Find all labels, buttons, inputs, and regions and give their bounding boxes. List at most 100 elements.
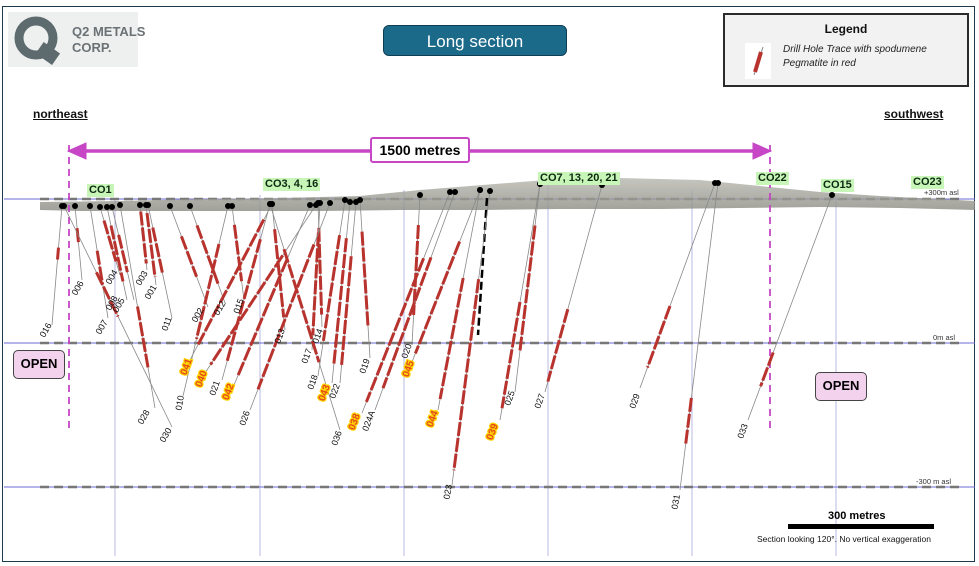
pegmatite-interval-040 <box>209 254 284 366</box>
collar-marker-036 <box>267 201 273 207</box>
hole-label-003: 003 <box>134 269 150 287</box>
drill-hole-trace-012 <box>189 205 226 304</box>
hole-label-011: 011 <box>160 315 174 332</box>
drill-holes <box>51 180 835 491</box>
company-logo: Q2 METALS CORP. <box>8 12 145 67</box>
pegmatite-interval-004 <box>102 220 118 262</box>
hole-label-042: 042 <box>221 382 237 402</box>
pegmatite-interval-027 <box>546 308 570 383</box>
hole-label-001: 001 <box>143 283 159 301</box>
collar-marker-020 <box>417 192 423 198</box>
drill-hole-trace-016 <box>51 205 63 326</box>
direction-northeast: northeast <box>33 107 88 121</box>
hole-label-023: 023 <box>442 484 454 501</box>
collar-marker-004 <box>97 204 103 210</box>
pegmatite-interval-025 <box>518 225 537 351</box>
hole-label-016: 016 <box>38 321 54 339</box>
collar-marker-012 <box>187 203 193 209</box>
pegmatite-interval-038 <box>365 257 425 403</box>
collar-marker-024A <box>452 189 458 195</box>
pegmatite-interval-045 <box>414 241 461 354</box>
pegmatite-interval-010 <box>195 243 221 340</box>
hole-label-026: 026 <box>237 409 252 427</box>
collar-marker-022 <box>353 199 359 205</box>
pegmatite-interval-039 <box>500 301 522 409</box>
pegmatite-interval-028 <box>136 306 150 368</box>
claim-label-co1: CO1 <box>87 184 114 197</box>
claim-label-co7: CO7, 13, 20, 21 <box>538 172 620 185</box>
hole-label-015: 015 <box>231 297 246 315</box>
hole-label-010: 010 <box>174 395 186 412</box>
legend-box: Legend Drill Hole Trace with spodumene P… <box>723 13 969 87</box>
scale-label: 300 metres <box>828 510 886 522</box>
elevation-label-minus300: -300 m asl <box>916 477 952 486</box>
claim-label-co3: CO3, 4, 16 <box>263 178 321 191</box>
hole-label-027: 027 <box>532 392 547 410</box>
pegmatite-interval-005 <box>109 225 125 282</box>
pegmatite-interval-022 <box>340 256 353 366</box>
pegmatite-interval-023 <box>452 279 481 471</box>
collar-marker-038 <box>447 189 453 195</box>
pegmatite-interval-021 <box>225 238 262 363</box>
legend-title: Legend <box>824 22 868 36</box>
collar-marker-008 <box>109 204 115 210</box>
hole-label-017: 017 <box>299 347 314 365</box>
claim-label-co22: CO22 <box>756 172 789 185</box>
pegmatite-interval-015 <box>232 224 244 282</box>
pegmatite-interval-008 <box>117 234 129 273</box>
open-label-left: OPEN <box>13 350 65 379</box>
hole-label-036: 036 <box>329 429 344 447</box>
hole-label-044: 044 <box>425 409 441 429</box>
hole-label-014: 014 <box>310 327 325 345</box>
collar-marker-010 <box>225 203 231 209</box>
hole-label-031: 031 <box>670 494 682 511</box>
drill-trace-swatch-icon <box>745 43 771 79</box>
collar-marker-018 <box>342 197 348 203</box>
q2-logo-icon <box>14 16 61 65</box>
pegmatite-interval-001 <box>145 212 157 278</box>
hole-label-030: 030 <box>158 426 174 444</box>
pegmatite-interval-031 <box>684 397 693 445</box>
hole-label-013: 013 <box>272 327 287 345</box>
drill-hole-trace-006 <box>74 205 83 281</box>
hole-label-029: 029 <box>627 392 642 410</box>
pegmatite-interval-030 <box>95 271 120 318</box>
hole-label-041: 041 <box>179 357 195 377</box>
vertical-gridlines <box>114 185 837 556</box>
hole-label-021: 021 <box>207 379 222 397</box>
pegmatite-interval-029 <box>646 305 672 369</box>
direction-southwest: southwest <box>884 107 944 121</box>
hole-label-012: 012 <box>212 299 228 317</box>
claim-label-co23: CO23 <box>911 176 944 189</box>
pegmatite-interval-044 <box>438 277 465 400</box>
collar-marker-023 <box>487 188 493 194</box>
elevation-label-0: 0m asl <box>933 333 956 342</box>
pegmatite-interval-036 <box>282 248 321 363</box>
page-title: Long section <box>383 25 567 56</box>
elevation-label-300: +300m asl <box>924 188 959 197</box>
hole-label-004: 004 <box>104 268 120 286</box>
hole-label-020: 020 <box>399 342 414 360</box>
drill-hole-trace-025 <box>514 183 541 393</box>
pegmatite-interval-041 <box>196 218 266 346</box>
hole-label-007: 007 <box>94 318 110 336</box>
drill-hole-trace-038 <box>361 191 451 414</box>
pegmatite-interval-016 <box>56 247 60 260</box>
figure-frame <box>2 6 975 562</box>
pegmatite-interval-011 <box>151 227 164 274</box>
hole-label-022: 022 <box>327 382 342 400</box>
scale-bar <box>788 524 934 529</box>
pegmatite-interval-006 <box>75 228 80 244</box>
pegmatite-interval-033 <box>759 351 775 387</box>
vertical-marker <box>476 197 489 336</box>
hole-label-045: 045 <box>401 359 417 379</box>
hole-label-006: 006 <box>70 279 86 297</box>
collar-marker-044 <box>477 187 483 193</box>
collar-marker-002 <box>167 203 173 209</box>
hole-label-025: 025 <box>502 389 517 407</box>
collar-marker-033 <box>829 192 835 198</box>
pegmatite-interval-017 <box>311 232 320 336</box>
collar-marker-003 <box>137 202 143 208</box>
hole-label-028: 028 <box>136 408 152 426</box>
